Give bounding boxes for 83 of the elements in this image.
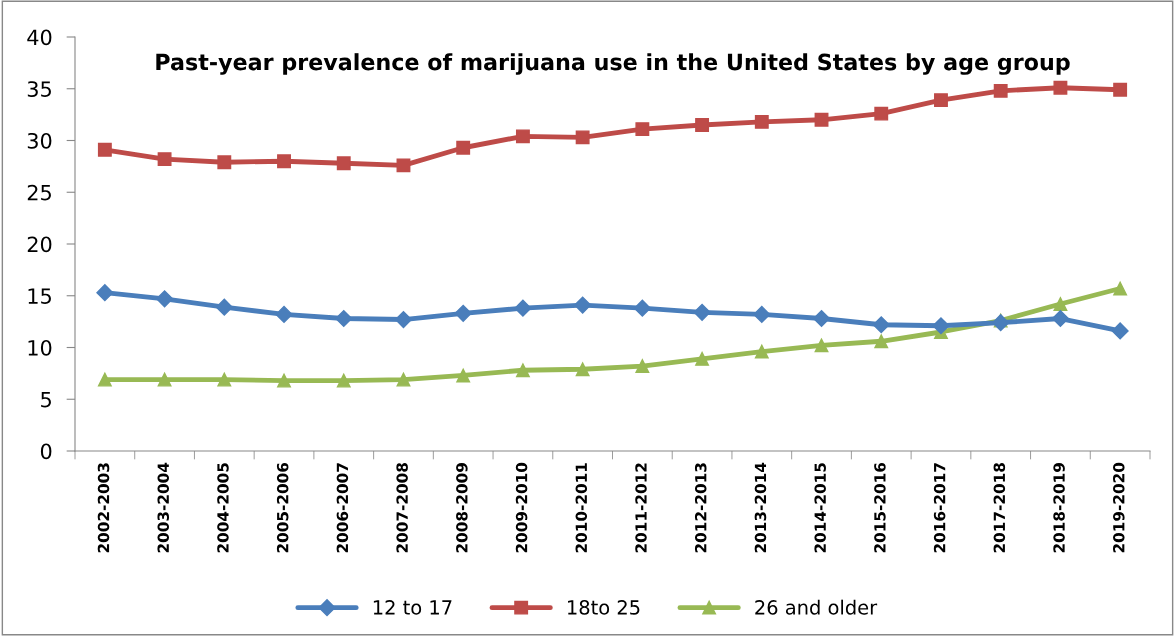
point <box>335 309 353 328</box>
point <box>456 140 471 155</box>
x-tick-label: 2015-2016 <box>874 462 886 553</box>
point <box>574 296 592 314</box>
point <box>635 359 650 374</box>
point <box>695 351 710 366</box>
y-tick-label: 40 <box>27 29 52 46</box>
point <box>157 372 172 387</box>
point <box>993 83 1008 98</box>
point <box>814 338 829 353</box>
point <box>396 158 411 173</box>
point <box>575 130 590 145</box>
point <box>1051 309 1069 328</box>
y-tick-label: 35 <box>27 81 51 97</box>
point <box>934 93 948 108</box>
x-tick-label: 2004-2005 <box>217 463 229 553</box>
legend-label: 18to 25 <box>568 600 640 615</box>
y-tick-label: 20 <box>27 236 52 253</box>
point <box>515 129 530 144</box>
point <box>1053 80 1068 95</box>
point <box>215 298 233 316</box>
point <box>217 155 232 170</box>
point <box>96 284 114 302</box>
point <box>217 372 232 387</box>
point <box>754 114 769 129</box>
point <box>1053 297 1068 311</box>
x-tick-label: 2017-2018 <box>993 463 1006 553</box>
point <box>872 316 890 334</box>
x-tick-label: 2018-2019 <box>1053 463 1065 553</box>
point <box>1111 322 1129 340</box>
y-tick-label: 25 <box>27 184 51 201</box>
x-tick-label: 2006-2007 <box>336 463 349 553</box>
point <box>454 304 472 322</box>
y-tick-label: 30 <box>27 132 52 149</box>
point <box>396 372 411 387</box>
point <box>97 372 112 387</box>
x-tick-label: 2016-2017 <box>933 463 946 553</box>
point <box>514 299 532 317</box>
point <box>695 118 710 132</box>
point <box>992 314 1010 332</box>
x-tick-label: 2012-2013 <box>694 463 707 553</box>
x-tick-label: 2003-2004 <box>157 462 170 553</box>
point <box>814 112 829 127</box>
point <box>156 290 174 308</box>
point <box>157 152 172 167</box>
y-tick-label: 10 <box>28 339 52 356</box>
point <box>1113 281 1128 296</box>
point <box>874 334 889 349</box>
point <box>97 142 112 157</box>
point <box>456 368 471 383</box>
legend-label: 26 and older <box>755 599 878 615</box>
point <box>693 303 711 321</box>
point <box>336 373 351 388</box>
point <box>633 299 651 317</box>
legend-label: 12 to 17 <box>373 600 452 615</box>
y-tick-label: 15 <box>28 288 51 304</box>
x-tick-label: 2007-2008 <box>396 463 408 553</box>
point <box>874 106 889 121</box>
y-tick-label: 5 <box>41 391 51 408</box>
point <box>515 363 530 378</box>
x-tick-label: 2014-2015 <box>814 463 826 553</box>
point <box>275 305 293 323</box>
x-tick-label: 2005-2006 <box>276 462 289 553</box>
point <box>753 305 771 323</box>
point <box>336 156 351 171</box>
x-tick-label: 2013-2014 <box>754 462 767 553</box>
x-tick-label: 2019-2020 <box>1113 462 1125 553</box>
point <box>812 309 831 328</box>
point <box>635 122 650 137</box>
point <box>277 373 291 388</box>
point <box>1113 82 1128 97</box>
x-tick-label: 2009-2010 <box>515 462 528 553</box>
y-tick-label: 0 <box>40 443 52 460</box>
point <box>932 317 950 335</box>
x-tick-label: 2010-2011 <box>575 463 588 553</box>
x-tick-label: 2011-2012 <box>635 463 647 553</box>
point <box>575 362 590 377</box>
x-tick-label: 2002-2003 <box>97 463 110 553</box>
point <box>754 344 769 359</box>
x-tick-label: 2008-2009 <box>456 463 468 553</box>
text: Past-year prevalence of marijuana use in the United States by age group <box>156 53 1070 75</box>
point <box>394 311 413 329</box>
point <box>277 154 291 169</box>
